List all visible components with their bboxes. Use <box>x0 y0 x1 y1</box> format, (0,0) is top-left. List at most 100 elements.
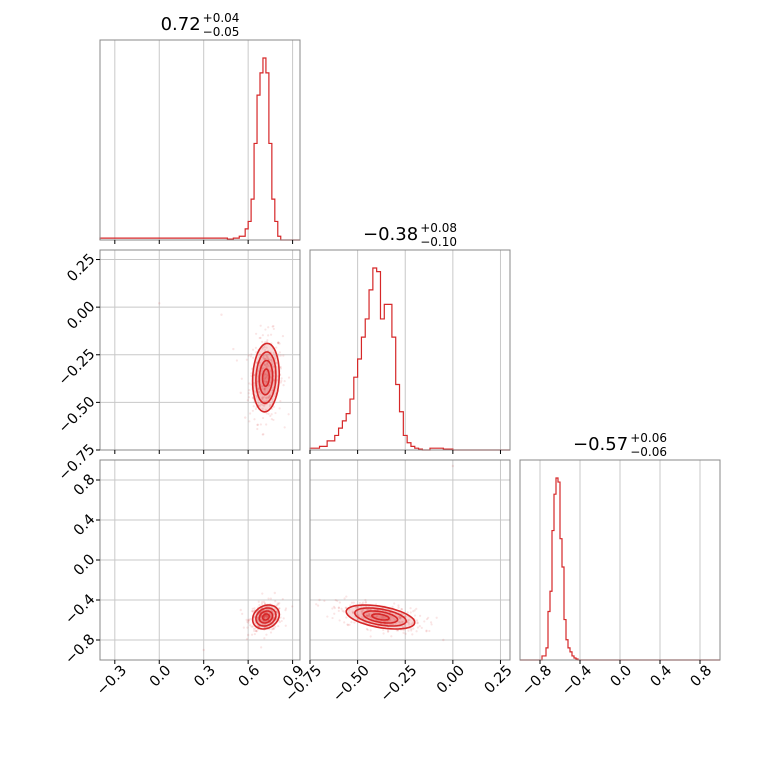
sample-point <box>265 366 268 369</box>
sample-point <box>315 603 318 606</box>
y-tick-label-param-2: 0.25 <box>64 251 98 285</box>
outlier-point <box>346 623 350 627</box>
sample-point <box>262 433 265 436</box>
sample-point <box>393 618 397 622</box>
sample-point <box>282 384 285 387</box>
sample-point <box>393 602 396 605</box>
sample-point <box>268 396 271 399</box>
sample-point <box>267 412 270 416</box>
sample-point <box>349 604 352 607</box>
sample-point <box>275 610 278 613</box>
sample-point <box>270 418 273 421</box>
contour-level-2 <box>258 610 274 624</box>
sample-point <box>267 326 270 329</box>
sample-point <box>245 637 249 641</box>
sample-point <box>257 370 260 373</box>
sample-point <box>406 611 409 614</box>
sample-point <box>248 412 252 415</box>
sample-point <box>338 601 341 604</box>
sample-point <box>410 623 413 626</box>
x-tick-label-param-3: −0.4 <box>559 663 595 699</box>
sample-point <box>265 386 268 389</box>
sample-point <box>264 341 267 344</box>
sample-point <box>280 377 283 380</box>
sample-point <box>350 621 353 624</box>
sample-point <box>247 618 250 621</box>
sample-point <box>267 357 270 360</box>
sample-point <box>235 359 239 362</box>
sample-point <box>248 388 251 392</box>
sample-point <box>365 614 368 618</box>
sample-point <box>259 616 263 619</box>
sample-point <box>254 346 257 349</box>
sample-point <box>267 396 270 400</box>
sample-point <box>397 604 400 607</box>
sample-point <box>263 379 266 382</box>
y-tick-label-param-3: 0.4 <box>71 512 99 540</box>
sample-point <box>344 606 347 609</box>
sample-point <box>408 618 411 622</box>
sample-point <box>264 615 267 618</box>
sample-point <box>409 611 412 614</box>
y-tick-label-param-3: −0.8 <box>62 632 98 668</box>
sample-point <box>252 627 256 631</box>
sample-point <box>401 620 404 624</box>
sample-point <box>259 402 263 406</box>
sample-point <box>269 394 272 397</box>
sample-point <box>415 607 418 610</box>
sample-point <box>253 374 256 377</box>
sample-point <box>277 603 280 606</box>
sample-point <box>265 397 268 400</box>
sample-point <box>401 625 404 629</box>
sample-point <box>261 600 264 604</box>
sample-point <box>263 616 266 619</box>
x-tick-label-param-3: 0.4 <box>648 663 676 691</box>
sample-point <box>367 608 370 611</box>
sample-point <box>407 623 410 626</box>
sample-point <box>400 620 403 623</box>
scatter-panel-1-2 <box>96 249 301 454</box>
sample-point <box>407 629 410 632</box>
sample-point <box>291 605 294 608</box>
sample-point <box>264 373 267 376</box>
y-tick-label-param-2: −0.50 <box>56 394 99 437</box>
sample-point <box>350 601 353 604</box>
sample-point <box>263 396 266 399</box>
sample-point <box>274 600 277 603</box>
sample-point <box>261 433 264 436</box>
sample-point <box>279 381 283 384</box>
sample-point <box>258 336 261 340</box>
sample-point <box>263 354 266 358</box>
sample-point <box>266 396 269 399</box>
sample-point <box>264 408 267 411</box>
sample-point <box>261 367 264 370</box>
sample-point <box>265 380 268 383</box>
sample-point <box>264 376 267 379</box>
sample-point <box>268 404 272 407</box>
sample-point <box>284 624 287 627</box>
param-1-title-lower: −0.05 <box>203 25 240 39</box>
sample-point <box>366 628 369 631</box>
sample-point <box>427 616 430 619</box>
sample-point <box>245 358 248 361</box>
sample-point <box>251 610 254 613</box>
sample-point <box>268 395 271 398</box>
outlier-point <box>333 606 336 610</box>
sample-point <box>267 334 270 337</box>
sample-point <box>365 627 368 631</box>
sample-point <box>332 605 336 608</box>
sample-point <box>267 395 270 398</box>
sample-point <box>263 387 266 390</box>
sample-point <box>275 611 279 614</box>
sample-point <box>266 375 269 378</box>
sample-point <box>275 604 279 607</box>
sample-point <box>259 324 262 327</box>
sample-point <box>355 606 358 609</box>
sample-point <box>381 617 384 620</box>
sample-point <box>256 427 259 431</box>
outlier-point <box>273 591 277 595</box>
sample-point <box>382 616 385 619</box>
sample-point <box>278 602 281 605</box>
sample-point <box>337 606 340 609</box>
sample-point <box>412 610 415 613</box>
